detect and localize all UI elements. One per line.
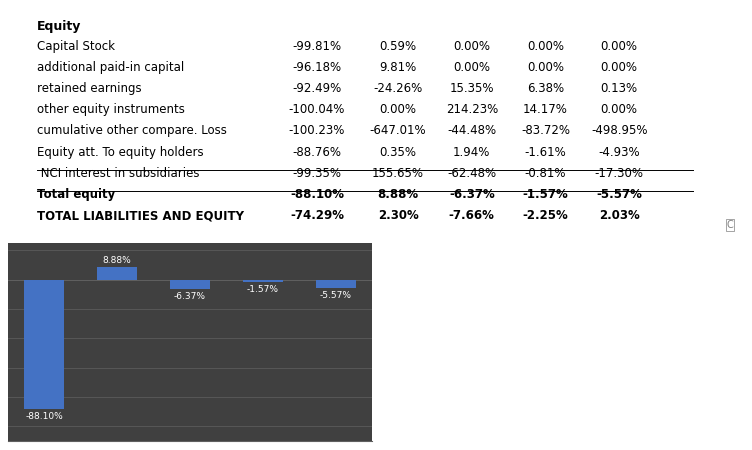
Text: 0.00%: 0.00% [453,61,490,74]
Text: -5.57%: -5.57% [320,291,352,300]
Text: -24.26%: -24.26% [374,82,423,95]
Text: -647.01%: -647.01% [370,125,426,137]
Text: Total equity: Total equity [37,188,115,201]
Text: -83.72%: -83.72% [521,125,570,137]
Text: cumulative other compare. Loss: cumulative other compare. Loss [37,125,227,137]
Text: -6.37%: -6.37% [449,188,495,201]
Text: -498.95%: -498.95% [591,125,647,137]
Text: 14.17%: 14.17% [523,103,568,116]
Text: 0.00%: 0.00% [527,61,564,74]
Text: -62.48%: -62.48% [447,167,496,180]
Text: 0.00%: 0.00% [380,103,417,116]
Text: -99.35%: -99.35% [293,167,341,180]
Text: -6.37%: -6.37% [174,292,206,301]
Text: 2.30%: 2.30% [378,209,418,222]
Text: 0.00%: 0.00% [453,40,490,53]
Text: -4.93%: -4.93% [599,146,640,158]
Text: -74.29%: -74.29% [290,209,344,222]
Text: -100.04%: -100.04% [289,103,345,116]
Title: Total Equity: Total Equity [149,226,232,239]
Bar [170,279,210,289]
Text: additional paid-in capital: additional paid-in capital [37,61,184,74]
Text: 214.23%: 214.23% [446,103,498,116]
Text: -88.10%: -88.10% [290,188,344,201]
Text: 8.88%: 8.88% [102,256,132,265]
Text: 0.00%: 0.00% [601,61,638,74]
Text: 0.00%: 0.00% [601,40,638,53]
Text: -44.48%: -44.48% [447,125,496,137]
Text: -88.10%: -88.10% [25,412,63,421]
Text: 0.00%: 0.00% [527,40,564,53]
Text: -99.81%: -99.81% [293,40,341,53]
Text: 15.35%: 15.35% [450,82,494,95]
Text: NCI interest in subsidiaries: NCI interest in subsidiaries [37,167,199,180]
Text: -92.49%: -92.49% [293,82,341,95]
Bar [316,279,356,288]
Text: -96.18%: -96.18% [293,61,341,74]
Text: Equity: Equity [37,20,81,33]
Text: -100.23%: -100.23% [289,125,345,137]
Text: Capital Stock: Capital Stock [37,40,115,53]
Text: -0.81%: -0.81% [525,167,566,180]
Text: C: C [726,220,733,230]
Text: -17.30%: -17.30% [595,167,644,180]
Bar [243,279,283,282]
Text: 0.35%: 0.35% [380,146,417,158]
Bar [24,279,64,409]
Text: -5.57%: -5.57% [596,188,642,201]
Text: -1.61%: -1.61% [525,146,566,158]
Text: -1.57%: -1.57% [523,188,569,201]
Text: TOTAL LIABILITIES AND EQUITY: TOTAL LIABILITIES AND EQUITY [37,209,244,222]
Text: 1.94%: 1.94% [453,146,490,158]
Text: -88.76%: -88.76% [293,146,341,158]
Text: -2.25%: -2.25% [523,209,569,222]
Bar [97,266,137,279]
Text: -7.66%: -7.66% [449,209,495,222]
Text: 6.38%: 6.38% [527,82,564,95]
Text: -1.57%: -1.57% [247,285,279,294]
Text: 9.81%: 9.81% [380,61,417,74]
Text: 0.59%: 0.59% [380,40,417,53]
Text: other equity instruments: other equity instruments [37,103,185,116]
Text: Equity att. To equity holders: Equity att. To equity holders [37,146,204,158]
Text: 0.13%: 0.13% [601,82,638,95]
Text: 155.65%: 155.65% [372,167,424,180]
Text: 2.03%: 2.03% [599,209,639,222]
Text: 8.88%: 8.88% [378,188,419,201]
Text: 0.00%: 0.00% [601,103,638,116]
Text: retained earnings: retained earnings [37,82,141,95]
